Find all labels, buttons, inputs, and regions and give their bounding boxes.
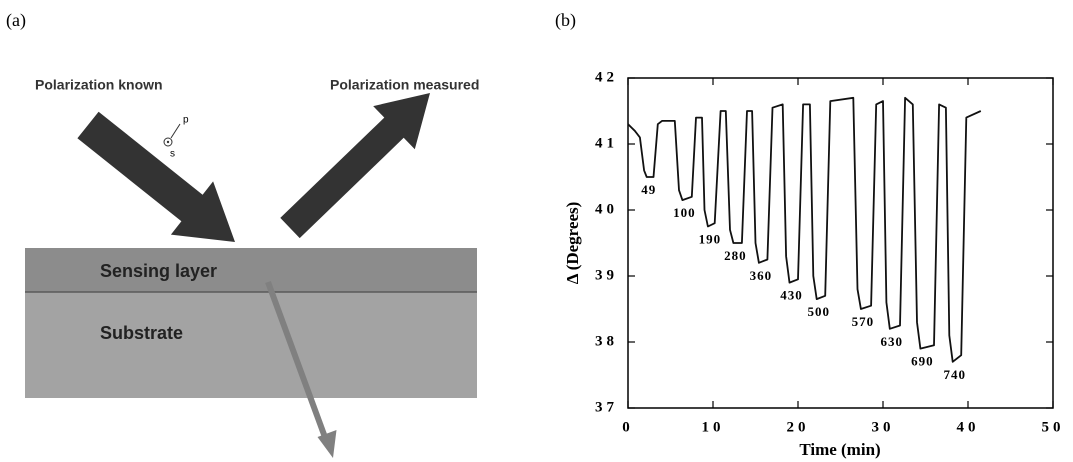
plot-frame bbox=[627, 77, 1054, 409]
incident-arrow bbox=[77, 111, 236, 242]
annotation: 280 bbox=[724, 248, 747, 263]
annotation: 190 bbox=[699, 231, 722, 246]
layer-label: Sensing layer bbox=[100, 261, 217, 281]
panel-label: (b) bbox=[555, 10, 576, 31]
x-axis-title: Time (min) bbox=[799, 440, 880, 459]
x-tick-label: 10 bbox=[702, 419, 725, 435]
annotation: 100 bbox=[673, 205, 696, 220]
s-symbol bbox=[163, 137, 173, 147]
transmitted-arrow-head bbox=[317, 430, 337, 458]
data-line bbox=[627, 96, 982, 363]
y-axis-title: Δ (Degrees) bbox=[563, 202, 582, 285]
annotation: 690 bbox=[911, 354, 934, 369]
annotation: 500 bbox=[807, 304, 830, 319]
s-label: s bbox=[170, 149, 175, 160]
annotation: 430 bbox=[780, 288, 803, 303]
y-tick-label: 41 bbox=[595, 135, 618, 151]
annotation: 49 bbox=[641, 182, 656, 197]
y-tick-label: 40 bbox=[595, 201, 618, 217]
x-tick-label: 20 bbox=[787, 419, 810, 435]
substrate-layer bbox=[25, 292, 477, 398]
y-tick-label: 39 bbox=[595, 267, 618, 283]
panel-label: (a) bbox=[6, 10, 26, 31]
x-tick-label: 40 bbox=[957, 419, 980, 435]
reflected-label: Polarization measured bbox=[330, 77, 479, 93]
annotation: 570 bbox=[852, 314, 875, 329]
s-dot bbox=[166, 140, 170, 144]
y-tick-label: 37 bbox=[595, 399, 618, 415]
x-tick-label: 0 bbox=[622, 419, 634, 435]
sensing-layer bbox=[25, 248, 477, 292]
annotation: 360 bbox=[750, 268, 773, 283]
incident-label: Polarization known bbox=[35, 77, 163, 93]
x-tick-label: 50 bbox=[1042, 419, 1065, 435]
layer-label: Substrate bbox=[100, 323, 183, 343]
x-tick-label: 30 bbox=[872, 419, 895, 435]
p-arrow bbox=[170, 123, 181, 139]
transmitted-arrow bbox=[265, 280, 329, 442]
y-tick-label: 42 bbox=[595, 69, 618, 85]
annotation: 740 bbox=[943, 367, 966, 382]
y-tick-label: 38 bbox=[595, 333, 618, 349]
p-label: p bbox=[183, 115, 189, 126]
reflected-arrow bbox=[280, 93, 430, 239]
annotation: 630 bbox=[881, 334, 904, 349]
